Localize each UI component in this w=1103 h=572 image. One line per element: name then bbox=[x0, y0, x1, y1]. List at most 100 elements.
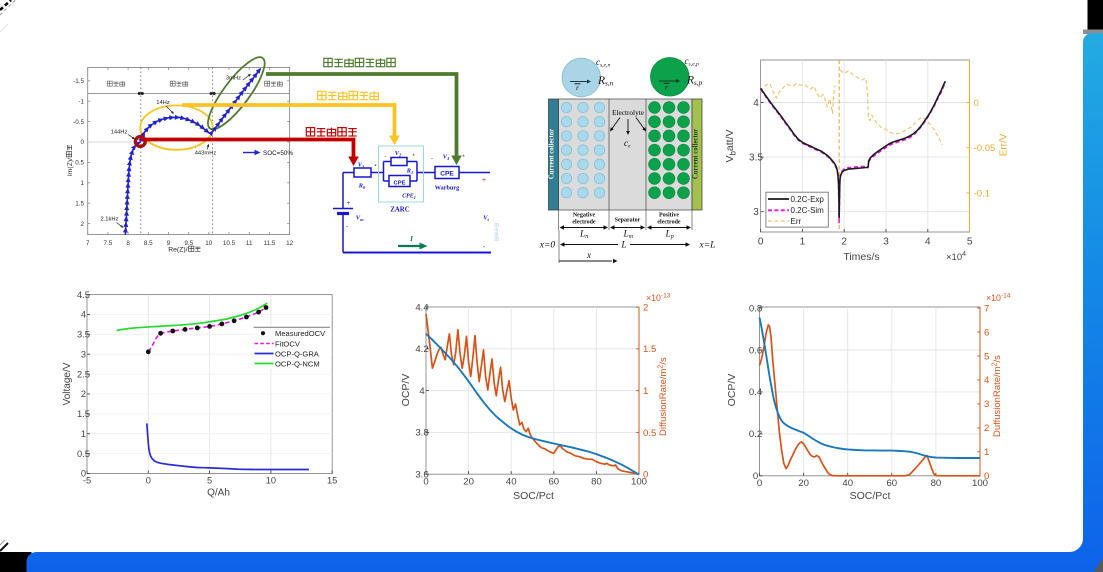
svg-text:144Hz: 144Hz bbox=[111, 130, 128, 136]
svg-text:20: 20 bbox=[463, 477, 474, 488]
svg-text:cs,e,n: cs,e,n bbox=[596, 57, 610, 69]
svg-text:4: 4 bbox=[753, 98, 759, 109]
svg-text:ce: ce bbox=[624, 138, 631, 150]
svg-text:1: 1 bbox=[984, 447, 989, 458]
svg-text:5: 5 bbox=[984, 351, 989, 362]
svg-text:OCP/V: OCP/V bbox=[726, 374, 738, 407]
svg-text:Lm: Lm bbox=[623, 230, 634, 241]
svg-text:I: I bbox=[409, 235, 413, 243]
svg-text:0.8: 0.8 bbox=[749, 303, 762, 314]
svg-text:0.5: 0.5 bbox=[75, 160, 84, 167]
svg-text:x=0: x=0 bbox=[539, 241, 556, 251]
svg-text:3: 3 bbox=[81, 349, 86, 359]
svg-text:+: + bbox=[347, 200, 351, 207]
svg-text:+: + bbox=[482, 177, 486, 184]
svg-text:r: r bbox=[576, 83, 579, 92]
svg-text:2: 2 bbox=[80, 221, 84, 228]
svg-text:x=L: x=L bbox=[699, 241, 716, 251]
svg-text:V3: V3 bbox=[443, 154, 450, 162]
svg-text:0.5: 0.5 bbox=[77, 449, 90, 459]
svg-text:7: 7 bbox=[984, 303, 989, 314]
svg-text:cs,e,p: cs,e,p bbox=[685, 56, 699, 68]
svg-text:-: - bbox=[346, 224, 349, 231]
svg-text:10: 10 bbox=[266, 476, 276, 486]
svg-text:Separator: Separator bbox=[615, 218, 641, 224]
svg-text:40: 40 bbox=[842, 478, 853, 489]
svg-text:60: 60 bbox=[548, 477, 559, 488]
svg-text:SOC/Pct: SOC/Pct bbox=[850, 490, 891, 502]
svg-text:60: 60 bbox=[886, 478, 897, 489]
svg-text:-: - bbox=[483, 244, 486, 251]
svg-text:20: 20 bbox=[798, 478, 809, 489]
svg-text:11: 11 bbox=[246, 240, 253, 247]
svg-text:1: 1 bbox=[80, 180, 84, 187]
svg-text:2: 2 bbox=[984, 423, 989, 434]
svg-text:0: 0 bbox=[423, 477, 428, 488]
svg-text:Current collector: Current collector bbox=[549, 129, 556, 179]
svg-text:0: 0 bbox=[643, 470, 648, 481]
svg-text:Voc: Voc bbox=[356, 215, 364, 223]
svg-text:-1: -1 bbox=[78, 98, 84, 105]
svg-text:15: 15 bbox=[327, 476, 337, 486]
svg-text:*: * bbox=[412, 154, 415, 160]
svg-text:7.5: 7.5 bbox=[104, 240, 113, 247]
svg-text:3: 3 bbox=[883, 237, 889, 248]
svg-text:Warburg: Warburg bbox=[435, 185, 460, 192]
svg-text:40: 40 bbox=[506, 477, 517, 488]
svg-text:-1.5: -1.5 bbox=[73, 78, 84, 85]
svg-text:6: 6 bbox=[984, 327, 989, 338]
svg-text:V1: V1 bbox=[358, 162, 364, 170]
svg-text:2: 2 bbox=[643, 303, 648, 314]
svg-text:4: 4 bbox=[925, 237, 931, 248]
svg-text:Current collector: Current collector bbox=[693, 129, 700, 179]
svg-text:DiffusionRate/m2/s: DiffusionRate/m2/s bbox=[658, 357, 670, 436]
svg-text:Err: Err bbox=[791, 217, 802, 226]
svg-text:11.5: 11.5 bbox=[264, 240, 276, 247]
svg-text:1.5: 1.5 bbox=[643, 344, 656, 355]
svg-text:4.4: 4.4 bbox=[415, 302, 429, 313]
svg-text:2.5: 2.5 bbox=[77, 369, 90, 379]
svg-text:OCP-Q-GRA: OCP-Q-GRA bbox=[275, 349, 320, 358]
svg-text:Err/V: Err/V bbox=[999, 133, 1010, 156]
svg-text:80: 80 bbox=[591, 477, 602, 488]
svg-text:1.5: 1.5 bbox=[75, 200, 84, 207]
svg-text:Electrolyte: Electrolyte bbox=[612, 108, 644, 117]
svg-text:0: 0 bbox=[974, 98, 979, 109]
svg-text:x: x bbox=[586, 250, 591, 260]
svg-text:0.4: 0.4 bbox=[749, 387, 763, 398]
svg-text:9: 9 bbox=[167, 240, 171, 247]
svg-text:V2: V2 bbox=[395, 150, 402, 158]
svg-text:1: 1 bbox=[81, 429, 86, 439]
svg-text:Voltage/V: Voltage/V bbox=[62, 362, 73, 405]
svg-text:Positive: Positive bbox=[659, 213, 679, 219]
svg-text:3.5: 3.5 bbox=[749, 153, 763, 164]
svg-text:0: 0 bbox=[80, 139, 84, 146]
svg-text:*: * bbox=[462, 155, 465, 161]
svg-text:MeasuredOCV: MeasuredOCV bbox=[275, 329, 326, 338]
svg-text:CPE: CPE bbox=[440, 171, 454, 178]
svg-text:×10-13: ×10-13 bbox=[646, 293, 671, 304]
svg-text:3.6: 3.6 bbox=[415, 470, 428, 481]
svg-text:-0.1: -0.1 bbox=[974, 188, 991, 199]
svg-text:1.5: 1.5 bbox=[77, 409, 90, 419]
svg-text:CPE1: CPE1 bbox=[402, 194, 416, 201]
svg-text:Ln: Ln bbox=[579, 230, 588, 241]
svg-text:0: 0 bbox=[146, 476, 151, 486]
svg-text:100: 100 bbox=[631, 477, 647, 488]
svg-text:1: 1 bbox=[800, 237, 806, 248]
svg-text:4.2: 4.2 bbox=[415, 344, 428, 355]
svg-text:1: 1 bbox=[643, 386, 648, 397]
svg-text:FitOCV: FitOCV bbox=[275, 339, 301, 348]
svg-text:80: 80 bbox=[931, 478, 942, 489]
svg-text:electrode: electrode bbox=[572, 220, 596, 226]
svg-text:2.1kHz: 2.1kHz bbox=[100, 217, 118, 223]
svg-text:7: 7 bbox=[86, 240, 90, 247]
svg-text:2: 2 bbox=[81, 389, 86, 399]
svg-text:8: 8 bbox=[126, 240, 130, 247]
svg-text:L: L bbox=[620, 241, 626, 251]
svg-text:3: 3 bbox=[753, 207, 759, 218]
svg-text:0.2C-Sim: 0.2C-Sim bbox=[791, 206, 825, 215]
svg-text:-5: -5 bbox=[83, 476, 91, 486]
svg-text:Vt: Vt bbox=[483, 215, 489, 223]
svg-text:OCP/V: OCP/V bbox=[400, 374, 412, 407]
